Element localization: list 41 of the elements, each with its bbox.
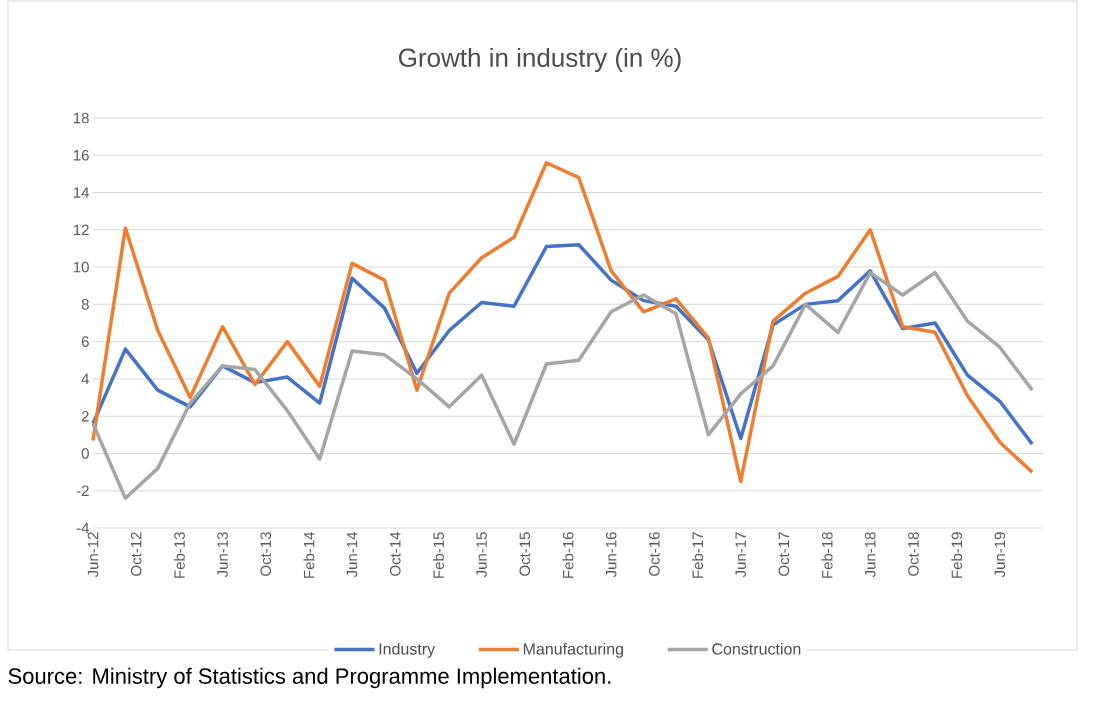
x-tick-label: Jun-15: [476, 532, 487, 578]
x-tick-label: Jun-17: [735, 532, 746, 578]
y-tick-label: 4: [81, 373, 90, 385]
x-tick-label: Oct-13: [260, 532, 272, 576]
chart-title: Growth in industry (in %): [398, 47, 681, 73]
y-tick-label: 0: [81, 448, 89, 459]
legend-label: Manufacturing: [523, 642, 623, 658]
x-tick-label: Feb-17: [692, 532, 704, 578]
y-tick-label: 2: [81, 410, 89, 422]
x-tick-label: Oct-12: [130, 532, 142, 576]
line-series: [91, 270, 1034, 500]
y-tick-label: 18: [73, 112, 89, 124]
x-tick-label: Feb-14: [303, 531, 315, 578]
x-tick-label: Jun-12: [87, 532, 99, 578]
x-tick-label: Oct-17: [778, 532, 790, 576]
x-tick-label: Oct-14: [389, 531, 401, 576]
source-note: Source: Ministry of Statistics and Programme Implementation.: [8, 667, 611, 689]
y-tick-label: 6: [81, 336, 89, 347]
x-tick-label: Oct-18: [908, 532, 919, 576]
y-tick-label: 16: [73, 149, 89, 161]
x-tick-label: Jun-16: [605, 532, 617, 578]
y-tick-label: -4: [76, 522, 90, 534]
x-tick-label: Jun-13: [217, 532, 228, 578]
legend-label: Industry: [379, 642, 436, 658]
x-tick-label: Feb-16: [562, 532, 574, 578]
x-tick-label: Oct-15: [519, 532, 531, 576]
x-tick-label: Jun-18: [864, 532, 876, 578]
x-tick-label: Feb-15: [432, 532, 444, 578]
x-tick-label: Oct-16: [649, 532, 660, 576]
line-series: [91, 160, 1034, 484]
y-tick-label: 10: [73, 261, 89, 273]
y-tick-label: 14: [73, 187, 90, 198]
y-tick-label: -2: [76, 485, 89, 496]
legend-label: Construction: [712, 642, 801, 655]
y-tick-label: 12: [73, 224, 89, 236]
x-tick-label: Feb-18: [821, 532, 833, 578]
x-tick-label: Jun-14: [346, 531, 358, 578]
x-tick-label: Jun-19: [994, 532, 1006, 578]
x-tick-label: Feb-19: [951, 532, 963, 578]
x-tick-label: Feb-13: [173, 532, 185, 578]
y-tick-label: 8: [81, 299, 89, 310]
